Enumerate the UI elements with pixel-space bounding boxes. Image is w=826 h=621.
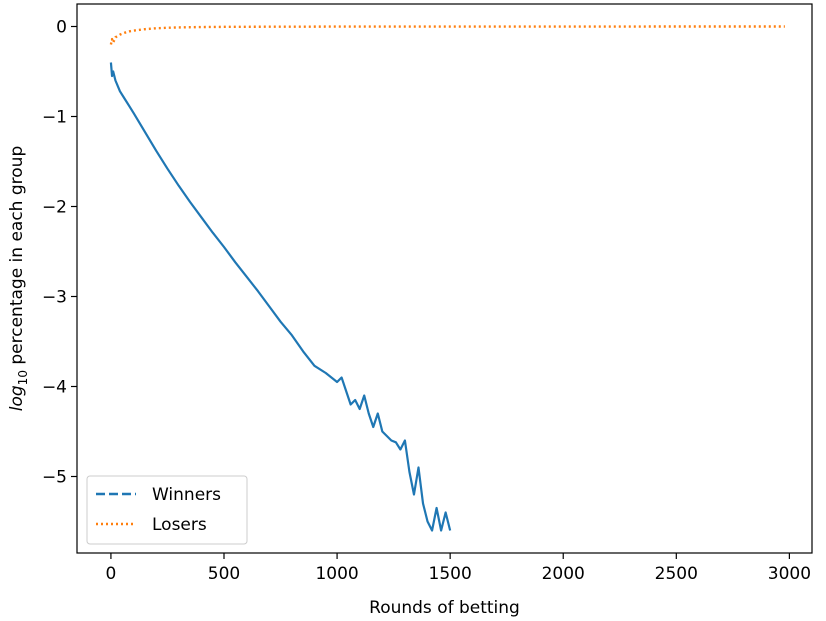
y-axis-label-rest: percentage in each group (7, 146, 27, 370)
x-axis-ticks: 0 500 1000 1500 2000 2500 3000 (106, 553, 811, 584)
x-axis-label: Rounds of betting (369, 598, 520, 618)
legend: Winners Losers (86, 475, 248, 545)
legend-winners-label: Winners (152, 485, 221, 505)
y-axis-label-subscript: 10 (16, 370, 30, 385)
y-tick-label: −3 (42, 288, 67, 308)
legend-losers-label: Losers (152, 515, 207, 535)
y-tick-label: −5 (42, 468, 67, 488)
x-tick-label: 0 (106, 564, 117, 584)
y-tick-label: −2 (42, 198, 67, 218)
x-tick-label: 500 (208, 564, 240, 584)
y-axis-ticks: 0 −1 −2 −3 −4 −5 (42, 18, 77, 488)
y-axis-label: log10 percentage in each group (7, 146, 30, 411)
x-tick-label: 2000 (542, 564, 585, 584)
series-winners-line (109, 62, 452, 532)
series-layer (109, 25, 785, 532)
y-axis-label-log: log (7, 385, 27, 411)
series-losers-line (109, 25, 785, 45)
x-tick-label: 1000 (315, 564, 358, 584)
plot-frame (76, 3, 813, 554)
x-tick-label: 1500 (429, 564, 472, 584)
x-tick-label: 3000 (768, 564, 811, 584)
y-tick-label: −4 (42, 378, 67, 398)
x-tick-label: 2500 (655, 564, 698, 584)
y-tick-label: 0 (56, 18, 67, 38)
y-tick-label: −1 (42, 108, 67, 128)
